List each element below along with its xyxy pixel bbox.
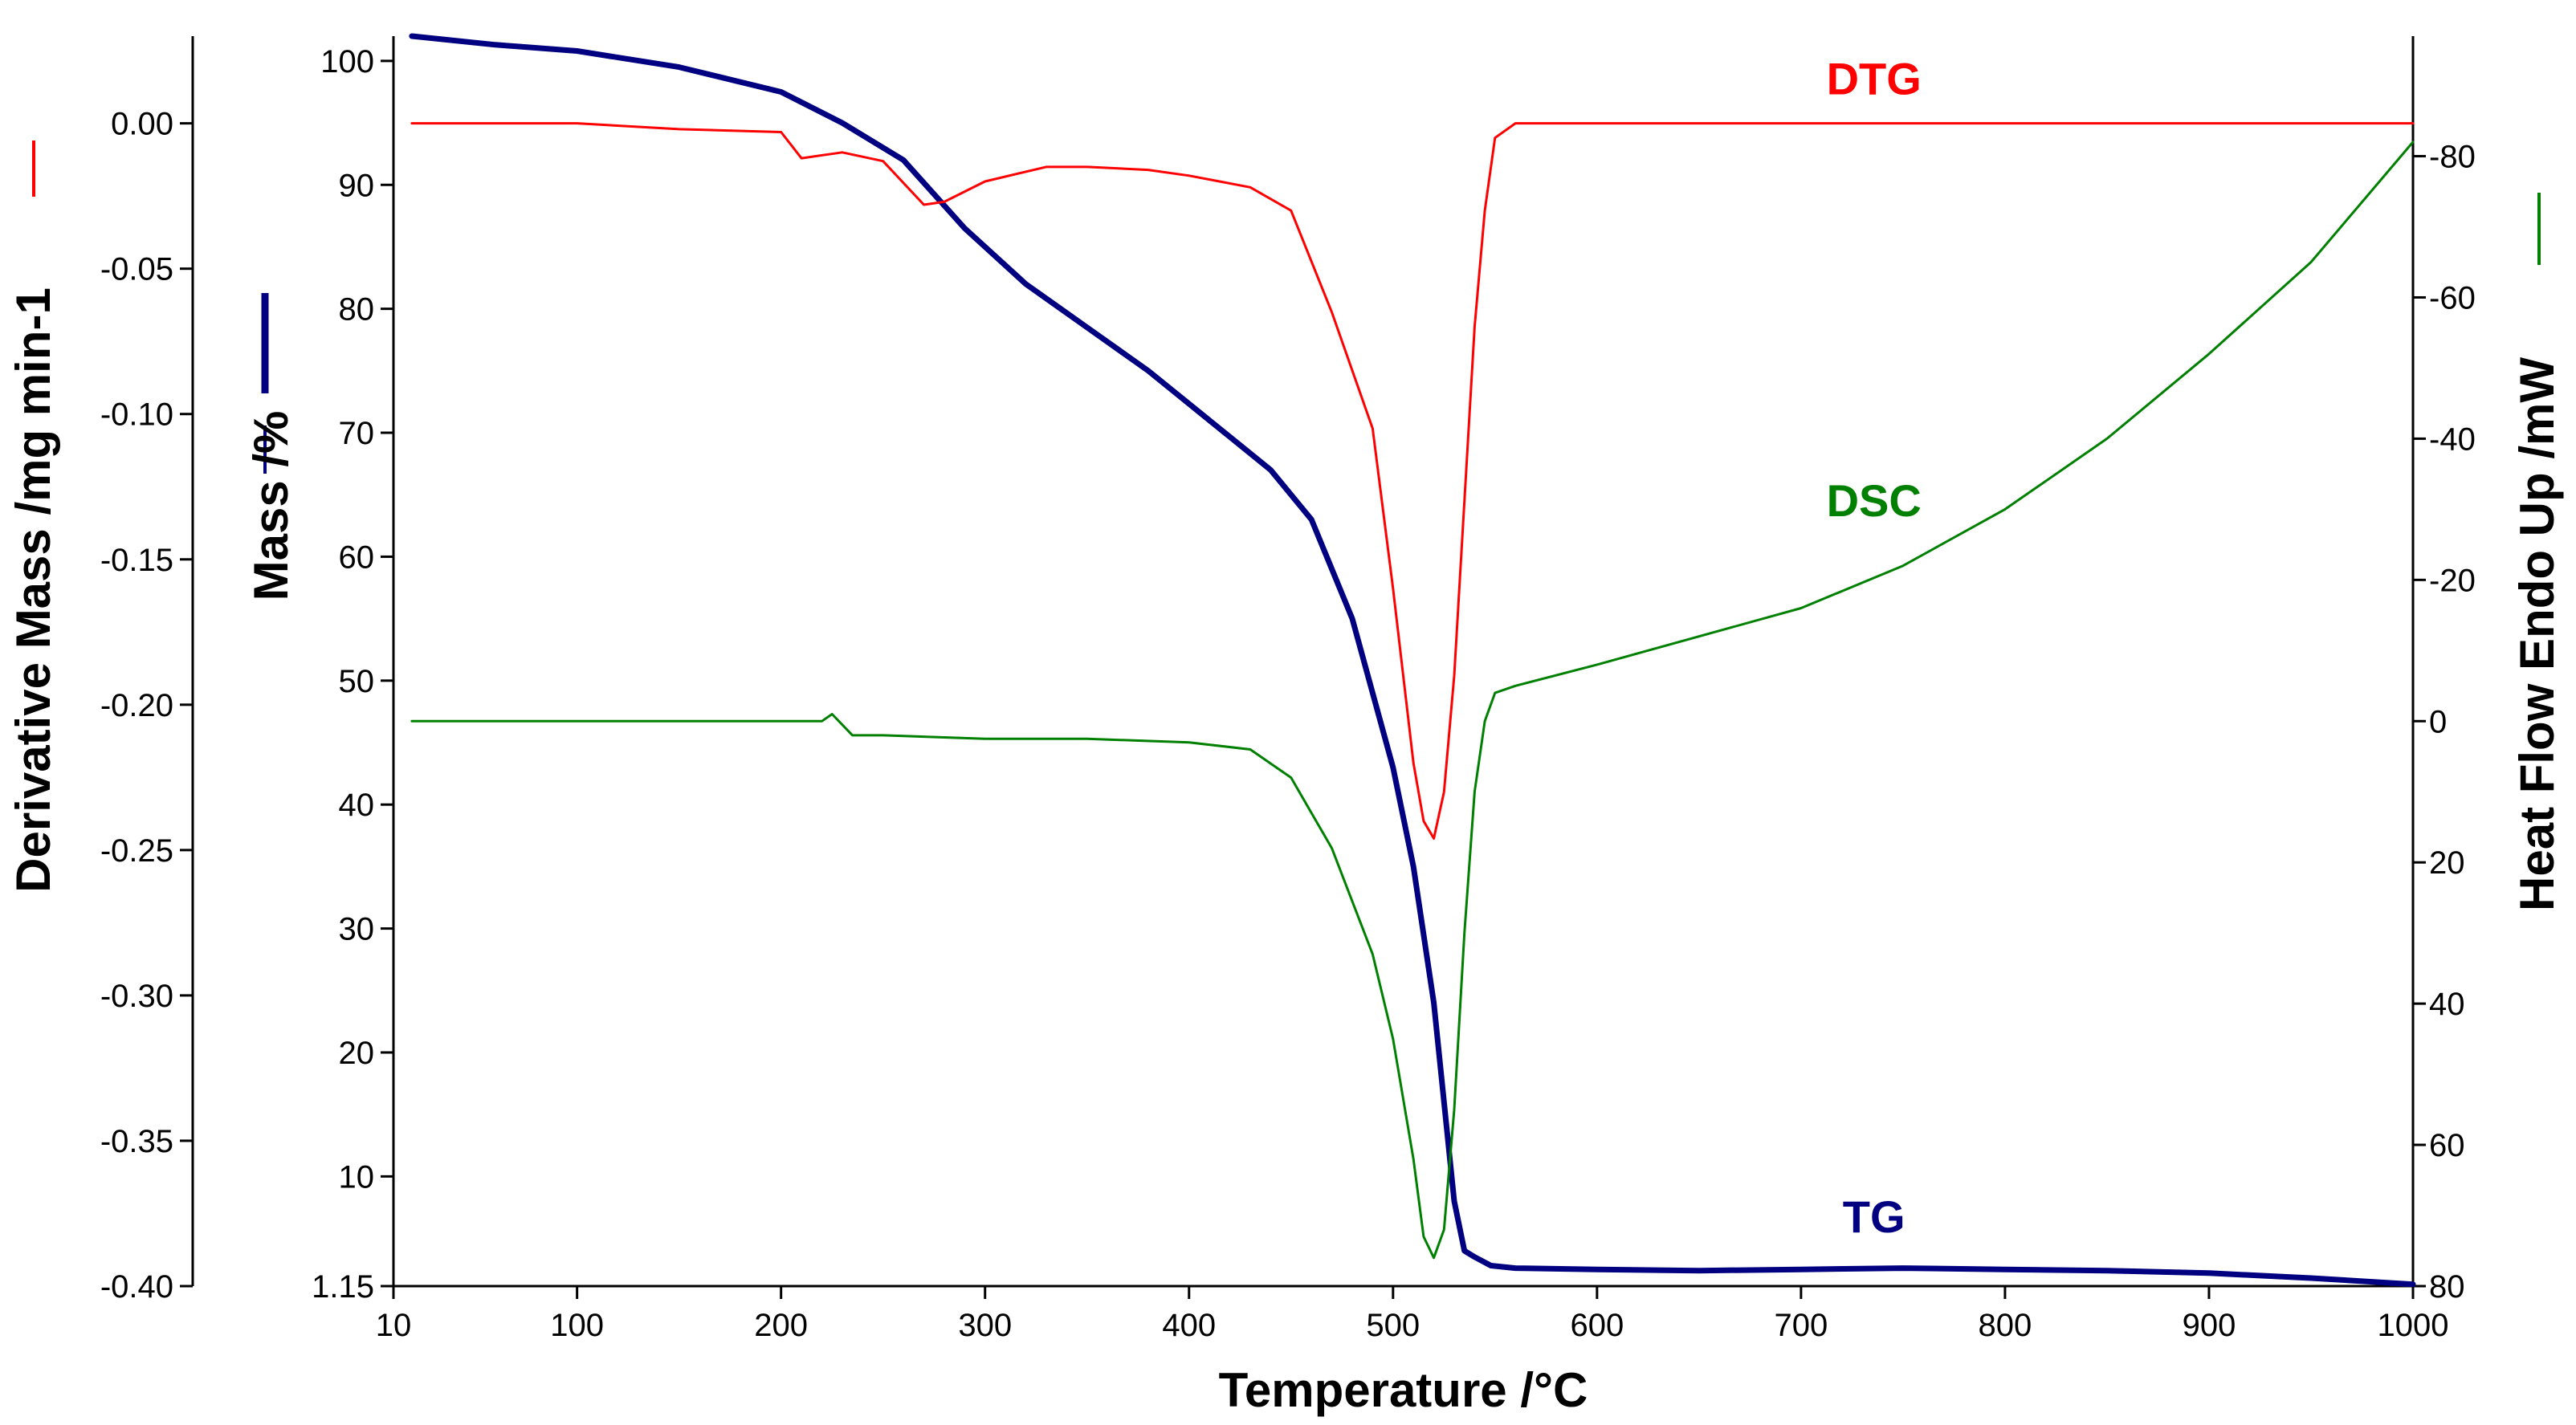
ticks-layer: 10 100 200 300 400 500 600 700 800 900 10001.15102… — [100, 44, 2476, 1343]
x-tick-label: 300 — [958, 1308, 1012, 1343]
heatflow-tick-label: -20 — [2429, 563, 2476, 598]
derivative-tick-label: -0.20 — [100, 688, 173, 723]
derivative-tick-label: -0.10 — [100, 397, 173, 433]
mass-tick-label: 50 — [339, 664, 375, 699]
heatflow-tick-label: 80 — [2429, 1269, 2465, 1305]
series-layer — [409, 33, 2416, 1288]
heatflow-axis-title: Heat Flow Endo Up /mW — [2510, 357, 2564, 911]
mass-tick-label: 70 — [339, 416, 375, 451]
heatflow-tick-label: 60 — [2429, 1128, 2465, 1163]
curve-label-tg: TG — [1843, 1191, 1906, 1242]
x-tick-label: 600 — [1570, 1308, 1624, 1343]
x-tick-label: 800 — [1979, 1308, 2032, 1343]
series-tg-line — [409, 33, 2416, 1288]
heatflow-tick-label: -60 — [2429, 280, 2476, 316]
x-tick-label: 200 — [754, 1308, 808, 1343]
curve-labels: DTG DSC TG — [1827, 53, 1922, 1241]
heatflow-tick-label: 20 — [2429, 845, 2465, 881]
axis-lines — [32, 36, 2541, 1288]
mass-axis-title: Mass /% — [244, 411, 298, 601]
x-tick-label: 500 — [1366, 1308, 1420, 1343]
mass-tick-label: 80 — [339, 292, 375, 328]
heatflow-tick-label: -40 — [2429, 421, 2476, 457]
x-axis-title: Temperature /°C — [1219, 1363, 1588, 1417]
mass-tick-label: 100 — [320, 44, 374, 79]
derivative-tick-label: -0.15 — [100, 543, 173, 578]
derivative-axis-title: Derivative Mass /mg min-1 — [6, 287, 60, 893]
derivative-tick-label: 0.00 — [111, 107, 173, 142]
mass-tick-label: 60 — [339, 539, 375, 575]
derivative-tick-label: -0.35 — [100, 1124, 173, 1159]
heatflow-tick-label: -80 — [2429, 140, 2476, 175]
derivative-tick-label: -0.25 — [100, 833, 173, 869]
mass-tick-label: 90 — [339, 168, 375, 203]
series-dsc-line — [410, 140, 2415, 1260]
x-tick-label: 100 — [550, 1308, 604, 1343]
derivative-tick-label: -0.05 — [100, 252, 173, 287]
x-tick-label: 1000 — [2378, 1308, 2449, 1343]
mass-tick-label: 10 — [339, 1159, 375, 1195]
curve-label-dtg: DTG — [1827, 53, 1922, 104]
x-tick-label: 400 — [1162, 1308, 1216, 1343]
heatflow-tick-label: 0 — [2429, 704, 2447, 739]
x-tick-label: 10 — [376, 1308, 412, 1343]
heatflow-tick-label: 40 — [2429, 987, 2465, 1022]
mass-tick-label: 30 — [339, 912, 375, 947]
mass-tick-label: 20 — [339, 1036, 375, 1071]
derivative-tick-label: -0.40 — [100, 1269, 173, 1305]
mass-tick-label: 40 — [339, 788, 375, 823]
derivative-tick-label: -0.30 — [100, 979, 173, 1014]
x-tick-label: 700 — [1775, 1308, 1828, 1343]
mass-tick-label: 1.15 — [312, 1269, 374, 1305]
x-tick-label: 900 — [2183, 1308, 2236, 1343]
series-dtg-line — [410, 122, 2415, 840]
curve-label-dsc: DSC — [1827, 475, 1922, 526]
